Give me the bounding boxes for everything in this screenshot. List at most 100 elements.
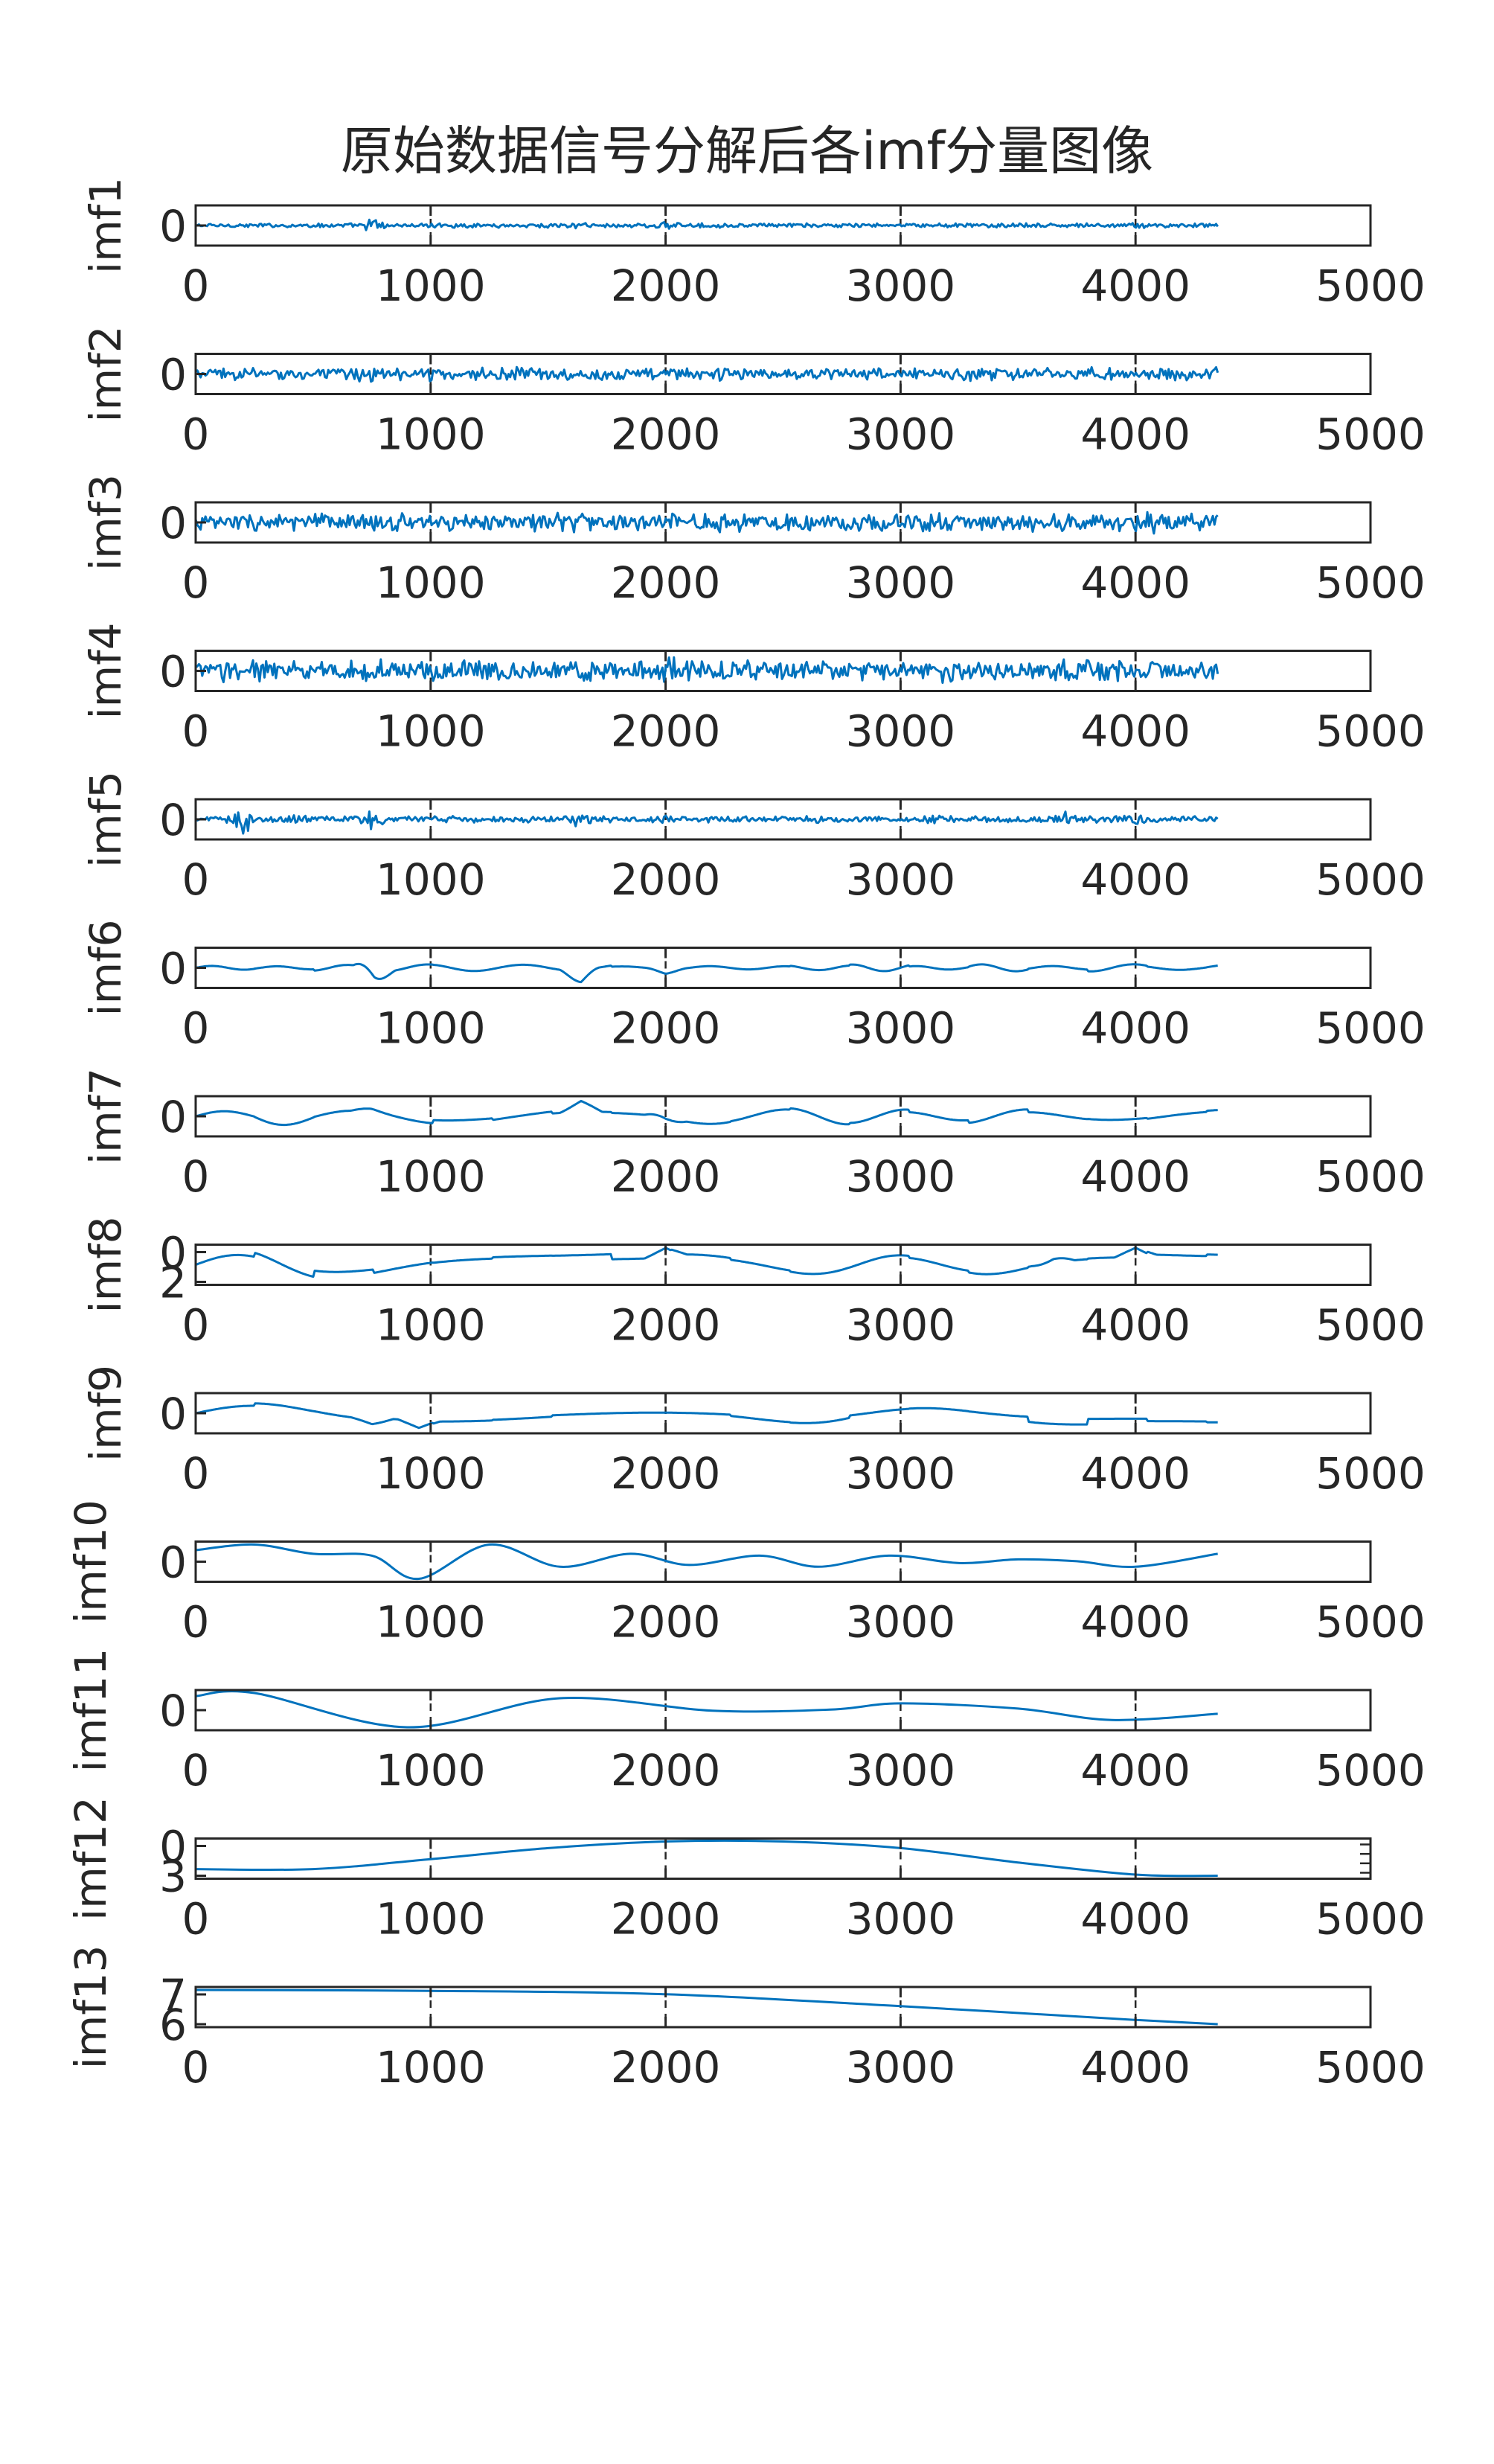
x-tick-label: 0 [182, 706, 210, 757]
x-tick-label: 3000 [846, 1003, 956, 1054]
series-line [195, 1099, 1218, 1127]
x-tick-label: 0 [182, 409, 210, 460]
series-line [195, 962, 1218, 984]
subplot-imf9: 0 1000 2000 3000 4000 5000 0 imf9 [80, 1365, 1426, 1499]
x-tick-label: 5000 [1315, 1894, 1426, 1945]
x-tick-label: 5000 [1315, 2042, 1426, 2093]
x-tick-label: 2000 [611, 1448, 721, 1499]
x-tick-label: 0 [182, 1745, 210, 1796]
series-line [194, 810, 1219, 835]
x-tick-label: 4000 [1080, 2042, 1190, 2093]
x-tick-label: 3000 [846, 557, 956, 608]
x-tick-label: 0 [182, 557, 210, 608]
y-tick-label: 0 [159, 944, 187, 994]
axes-box [194, 650, 1372, 692]
y-axis-label: imf6 [80, 920, 131, 1017]
subplot-imf13: 0 1000 2000 3000 4000 5000 76 imf13 [65, 1945, 1426, 2093]
series-line [195, 1988, 1218, 2026]
series-line [195, 656, 1219, 684]
x-tick-label: 4000 [1080, 1003, 1190, 1054]
subplot-imf3: 0 1000 2000 3000 4000 5000 0 imf3 [80, 474, 1426, 608]
x-tick-label: 1000 [376, 854, 486, 905]
subplot-imf2: 0 1000 2000 3000 4000 5000 0 imf2 [80, 326, 1426, 460]
x-tick-label: 1000 [376, 1003, 486, 1054]
x-tick-label: 0 [182, 2042, 210, 2093]
y-tick-label: 7 [159, 1970, 187, 2020]
x-tick-label: 3000 [846, 1151, 956, 1202]
series-line [195, 1839, 1218, 1878]
x-tick-label: 3000 [846, 2042, 956, 2093]
y-tick-label: 0 [159, 1822, 187, 1872]
x-tick-label: 1000 [376, 1745, 486, 1796]
y-axis-label: imf8 [80, 1217, 131, 1313]
y-axis-label: imf9 [80, 1365, 131, 1462]
y-tick-label: 0 [159, 1537, 187, 1588]
y-tick-label: 0 [159, 1389, 187, 1439]
x-tick-label: 0 [182, 260, 210, 311]
axes-box [194, 1540, 1372, 1583]
x-tick-label: 5000 [1315, 854, 1426, 905]
x-tick-label: 4000 [1080, 409, 1190, 460]
axes-box [194, 1392, 1372, 1435]
x-tick-label: 4000 [1080, 260, 1190, 311]
axes-box [194, 947, 1372, 989]
x-tick-label: 0 [182, 1894, 210, 1945]
series-line [194, 365, 1219, 383]
y-axis-label: imf4 [80, 623, 131, 720]
x-tick-label: 1000 [376, 409, 486, 460]
x-tick-label: 3000 [846, 854, 956, 905]
x-tick-label: 0 [182, 854, 210, 905]
x-tick-label: 0 [182, 1003, 210, 1054]
subplot-imf8: 0 1000 2000 3000 4000 5000 02 imf8 [80, 1217, 1426, 1351]
x-tick-label: 4000 [1080, 1597, 1190, 1648]
x-tick-label: 2000 [611, 2042, 721, 2093]
x-tick-label: 5000 [1315, 1597, 1426, 1648]
x-tick-label: 1000 [376, 557, 486, 608]
axes-box [194, 1095, 1372, 1138]
axes-box [194, 1985, 1372, 2029]
x-tick-label: 5000 [1315, 1448, 1426, 1499]
x-tick-label: 5000 [1315, 1003, 1426, 1054]
subplot-imf7: 0 1000 2000 3000 4000 5000 0 imf7 [80, 1068, 1426, 1202]
x-tick-label: 3000 [846, 1894, 956, 1945]
x-tick-label: 2000 [611, 1894, 721, 1945]
x-tick-label: 3000 [846, 409, 956, 460]
x-tick-label: 5000 [1315, 706, 1426, 757]
x-tick-label: 4000 [1080, 557, 1190, 608]
x-tick-label: 2000 [611, 706, 721, 757]
y-axis-label: imf1 [80, 177, 131, 274]
y-axis-label: imf7 [80, 1068, 131, 1165]
series-line [195, 1247, 1218, 1278]
y-axis-label: imf11 [65, 1648, 116, 1773]
y-tick-label: 0 [159, 1228, 187, 1279]
x-tick-label: 5000 [1315, 557, 1426, 608]
y-tick-label: 0 [159, 795, 187, 845]
y-tick-label: 2 [159, 1258, 187, 1308]
y-axis-label: imf2 [80, 326, 131, 423]
x-tick-label: 2000 [611, 557, 721, 608]
x-tick-label: 2000 [611, 1003, 721, 1054]
x-tick-label: 4000 [1080, 1894, 1190, 1945]
subplot-imf5: 0 1000 2000 3000 4000 5000 0 imf5 [80, 771, 1426, 905]
series-line [195, 218, 1219, 231]
y-axis-label: imf3 [80, 474, 131, 571]
x-tick-label: 5000 [1315, 1745, 1426, 1796]
x-tick-label: 2000 [611, 854, 721, 905]
subplot-imf11: 0 1000 2000 3000 4000 5000 0 imf11 [65, 1648, 1426, 1796]
y-axis-label: imf13 [65, 1945, 116, 2070]
x-tick-label: 1000 [376, 2042, 486, 2093]
x-tick-label: 1000 [376, 1151, 486, 1202]
x-tick-label: 0 [182, 1300, 210, 1351]
subplot-imf1: 0 1000 2000 3000 4000 5000 0 imf1 [80, 177, 1426, 311]
axes-box [194, 1244, 1372, 1286]
x-tick-label: 3000 [846, 1597, 956, 1648]
subplot-imf12: 0 1000 2000 3000 4000 5000 03 imf12 [65, 1796, 1426, 1944]
x-tick-label: 5000 [1315, 1151, 1426, 1202]
y-tick-label: 0 [159, 201, 187, 252]
y-axis-label: imf10 [65, 1500, 116, 1624]
x-tick-label: 2000 [611, 260, 721, 311]
subplot-imf4: 0 1000 2000 3000 4000 5000 0 imf4 [80, 623, 1426, 757]
x-tick-label: 0 [182, 1448, 210, 1499]
